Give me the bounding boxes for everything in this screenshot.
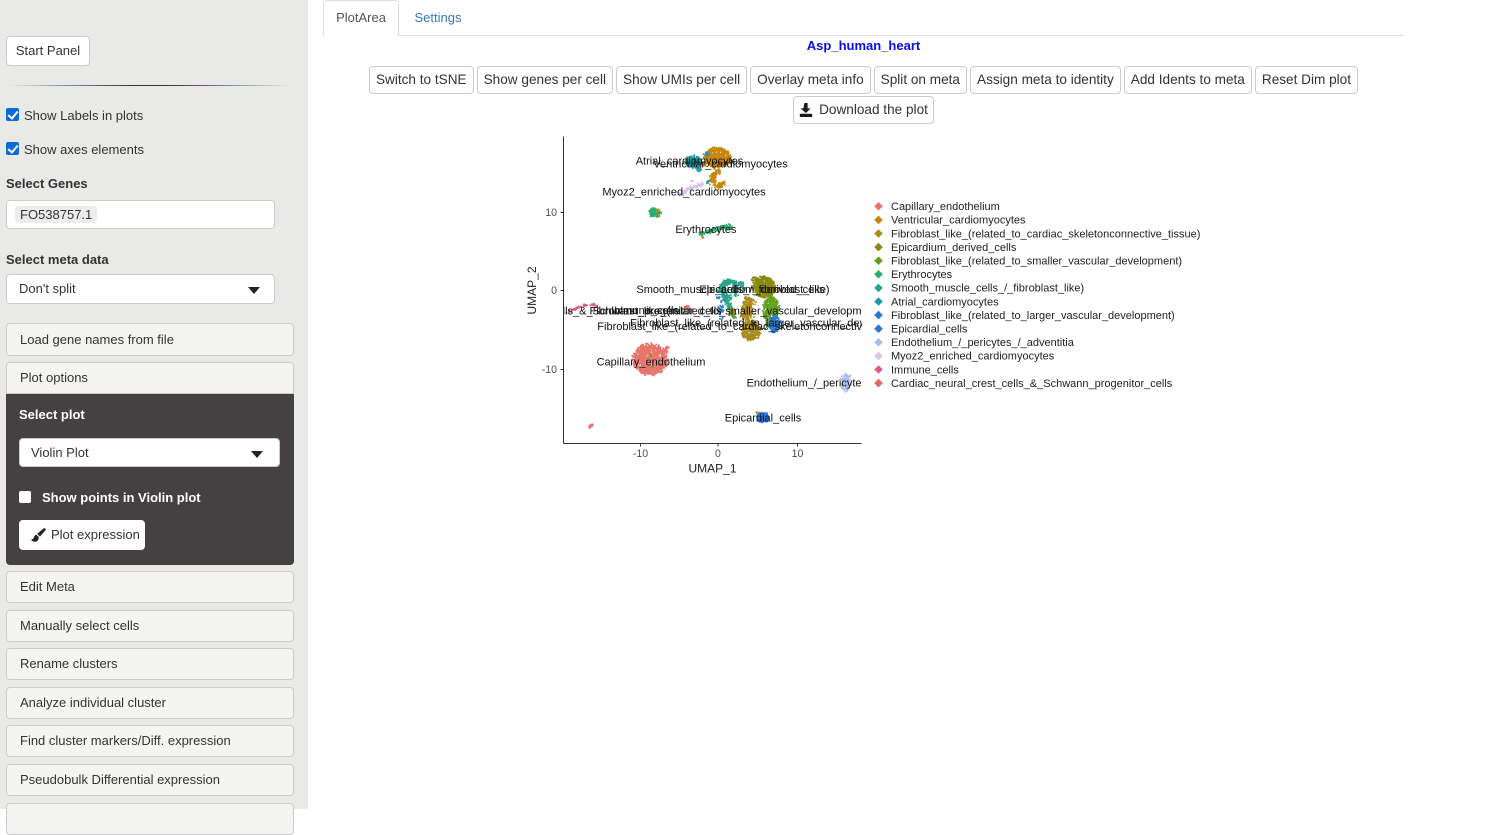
svg-text:Myoz2_enriched_cardiomyocytes: Myoz2_enriched_cardiomyocytes	[891, 351, 1055, 363]
svg-text:Epicardial_cells: Epicardial_cells	[725, 413, 802, 425]
svg-text:Fibroblast_like_(related_to_la: Fibroblast_like_(related_to_larger_vascu…	[891, 310, 1175, 322]
svg-text:Smooth_muscle_cells_/_fibrobla: Smooth_muscle_cells_/_fibroblast_like)	[891, 283, 1084, 295]
svg-text:Atrial_cardiomyocytes: Atrial_cardiomyocytes	[891, 296, 999, 308]
svg-text:Capillary_endothelium: Capillary_endothelium	[891, 201, 1000, 213]
svg-text:Capillary_endothelium: Capillary_endothelium	[597, 357, 706, 369]
svg-text:Endothelium_/_pericytes_/_adve: Endothelium_/_pericytes_/_adventitia	[747, 378, 931, 390]
svg-text:UMAP_1: UMAP_1	[688, 462, 736, 476]
svg-text:Epicardial_cells: Epicardial_cells	[891, 324, 968, 336]
svg-text:Fibroblast_like_(related_to_sm: Fibroblast_like_(related_to_smaller_vasc…	[891, 256, 1182, 268]
svg-text:Erythrocytes: Erythrocytes	[675, 224, 737, 236]
svg-text:-10: -10	[633, 448, 648, 460]
svg-text:-10: -10	[542, 364, 557, 376]
svg-text:Immune_cells: Immune_cells	[611, 305, 679, 317]
svg-text:Fibroblast_like_(related_to_ca: Fibroblast_like_(related_to_cardiac_skel…	[891, 228, 1200, 240]
svg-text:Fibroblast_like_(related_to_sm: Fibroblast_like_(related_to_smaller_vasc…	[589, 305, 880, 317]
svg-text:UMAP_2: UMAP_2	[525, 266, 539, 314]
svg-text:Cardiac_neural_crest_cells_&_S: Cardiac_neural_crest_cells_&_Schwann_pro…	[520, 305, 722, 317]
svg-text:Endothelium_/_pericytes_/_adve: Endothelium_/_pericytes_/_adventitia	[891, 337, 1075, 349]
svg-text:Epicardium_derived_cells: Epicardium_derived_cells	[891, 242, 1017, 254]
svg-text:Cardiac_neural_crest_cells_&_S: Cardiac_neural_crest_cells_&_Schwann_pro…	[891, 378, 1173, 390]
svg-text:Immune_cells: Immune_cells	[891, 364, 959, 376]
svg-text:Myoz2_enriched_cardiomyocytes: Myoz2_enriched_cardiomyocytes	[602, 187, 766, 199]
svg-text:Erythrocytes: Erythrocytes	[891, 269, 953, 281]
svg-text:0: 0	[715, 448, 721, 460]
svg-text:10: 10	[792, 448, 804, 460]
svg-text:Fibroblast_like_(related_to_la: Fibroblast_like_(related_to_larger_vascu…	[630, 318, 914, 330]
svg-text:Ventricular_cardiomyocytes: Ventricular_cardiomyocytes	[653, 159, 788, 171]
svg-text:Epicardium_derived_cells: Epicardium_derived_cells	[699, 284, 825, 296]
svg-text:Smooth_muscle_cells_/_fibrobla: Smooth_muscle_cells_/_fibroblast_like)	[636, 284, 829, 296]
svg-text:Fibroblast_like_(related_to_ca: Fibroblast_like_(related_to_cardiac_skel…	[597, 321, 906, 333]
svg-text:Atrial_cardiomyocytes: Atrial_cardiomyocytes	[636, 156, 744, 168]
svg-text:10: 10	[545, 207, 557, 219]
svg-text:Ventricular_cardiomyocytes: Ventricular_cardiomyocytes	[891, 215, 1026, 227]
svg-text:0: 0	[551, 285, 557, 297]
